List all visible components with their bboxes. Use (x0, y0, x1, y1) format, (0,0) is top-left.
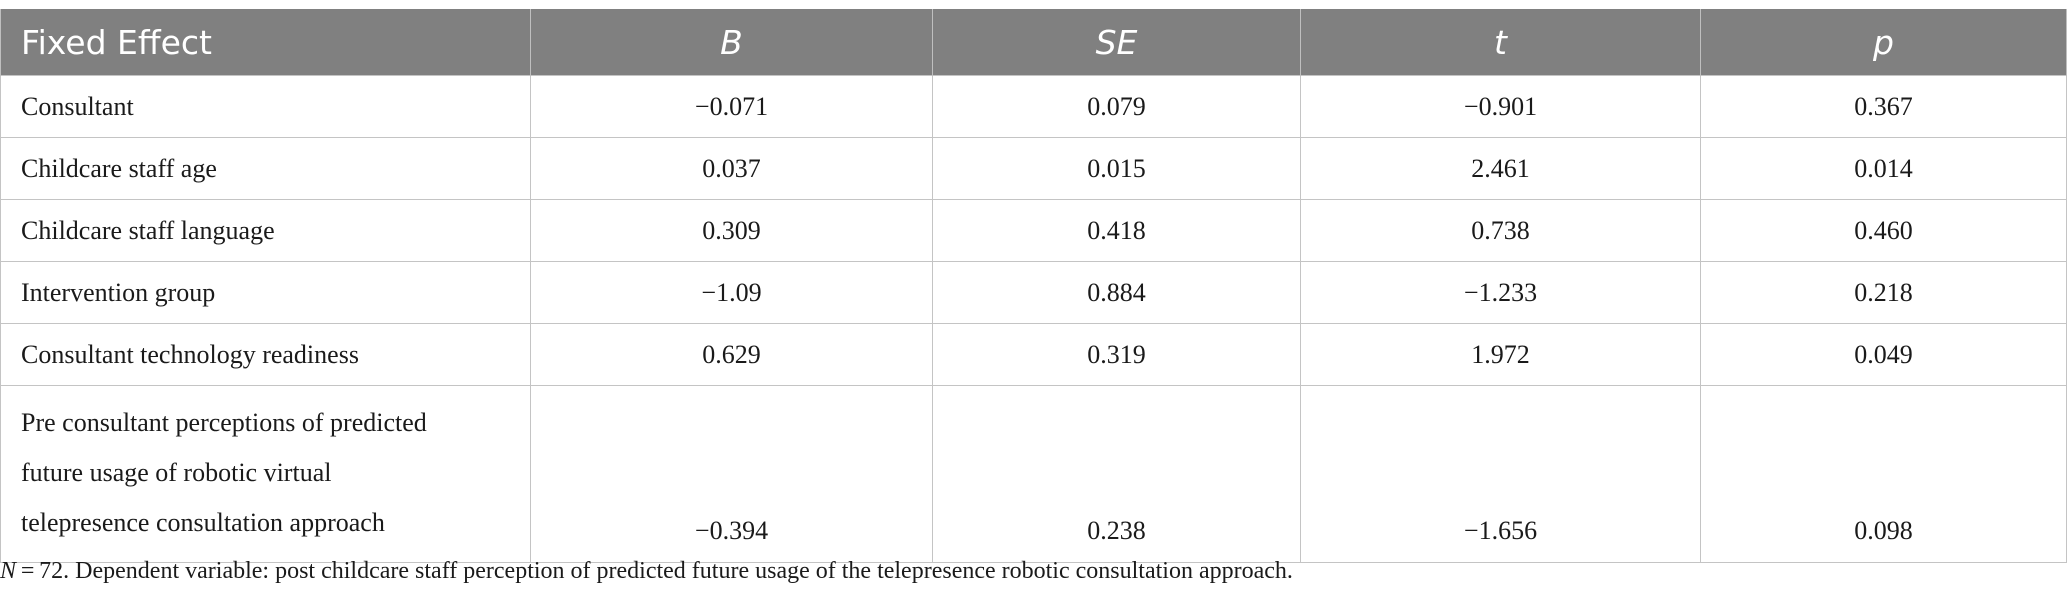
b-value: 0.309 (530, 199, 933, 262)
header-p: p (1700, 9, 2067, 76)
se-value: 0.418 (932, 199, 1301, 262)
t-value: 0.738 (1300, 199, 1701, 262)
row-label: Consultant (0, 75, 531, 138)
b-value: −1.09 (530, 261, 933, 324)
row-label: Consultant technology readiness (0, 323, 531, 386)
footnote-n-label: N (0, 558, 17, 584)
b-value: −0.394 (530, 385, 933, 563)
se-value: 0.884 (932, 261, 1301, 324)
p-value: 0.049 (1700, 323, 2067, 386)
header-row: Fixed Effect B SE t p (0, 9, 2067, 76)
row-label: Childcare staff language (0, 199, 531, 262)
b-value: 0.037 (530, 137, 933, 200)
t-value: 1.972 (1300, 323, 1701, 386)
table-row: Consultant technology readiness 0.629 0.… (0, 323, 2067, 386)
p-value: 0.014 (1700, 137, 2067, 200)
se-value: 0.015 (932, 137, 1301, 200)
footnote-n-value: = 72 (16, 558, 64, 584)
t-value: −1.233 (1300, 261, 1701, 324)
b-value: 0.629 (530, 323, 933, 386)
b-value: −0.071 (530, 75, 933, 138)
se-value: 0.319 (932, 323, 1301, 386)
table-row: Childcare staff age 0.037 0.015 2.461 0.… (0, 137, 2067, 200)
header-fixed-effect: Fixed Effect (0, 9, 531, 76)
header-b: B (530, 9, 933, 76)
row-label-line: future usage of robotic virtual (21, 458, 332, 487)
t-value: −0.901 (1300, 75, 1701, 138)
se-value: 0.079 (932, 75, 1301, 138)
header-t: t (1300, 9, 1701, 76)
table-header: Fixed Effect B SE t p (0, 9, 2067, 76)
se-value: 0.238 (932, 385, 1301, 563)
table-row: Pre consultant perceptions of predicted … (0, 385, 2067, 563)
footnote-text: . Dependent variable: post childcare sta… (63, 558, 1293, 584)
row-label-multiline: Pre consultant perceptions of predicted … (0, 385, 531, 563)
row-label-line: Pre consultant perceptions of predicted (21, 408, 427, 437)
row-label: Childcare staff age (0, 137, 531, 200)
p-value: 0.218 (1700, 261, 2067, 324)
table-body: Consultant −0.071 0.079 −0.901 0.367 Chi… (0, 75, 2067, 563)
fixed-effects-table: Fixed Effect B SE t p Consultant −0.071 … (0, 9, 2067, 563)
table-footnote: N = 72. Dependent variable: post childca… (0, 558, 1293, 585)
p-value: 0.098 (1700, 385, 2067, 563)
t-value: −1.656 (1300, 385, 1701, 563)
table-row: Consultant −0.071 0.079 −0.901 0.367 (0, 75, 2067, 138)
p-value: 0.460 (1700, 199, 2067, 262)
regression-table-container: Fixed Effect B SE t p Consultant −0.071 … (0, 9, 2067, 563)
row-label-line: telepresence consultation approach (21, 508, 385, 537)
row-label: Intervention group (0, 261, 531, 324)
p-value: 0.367 (1700, 75, 2067, 138)
table-row: Childcare staff language 0.309 0.418 0.7… (0, 199, 2067, 262)
header-se: SE (932, 9, 1301, 76)
t-value: 2.461 (1300, 137, 1701, 200)
table-row: Intervention group −1.09 0.884 −1.233 0.… (0, 261, 2067, 324)
